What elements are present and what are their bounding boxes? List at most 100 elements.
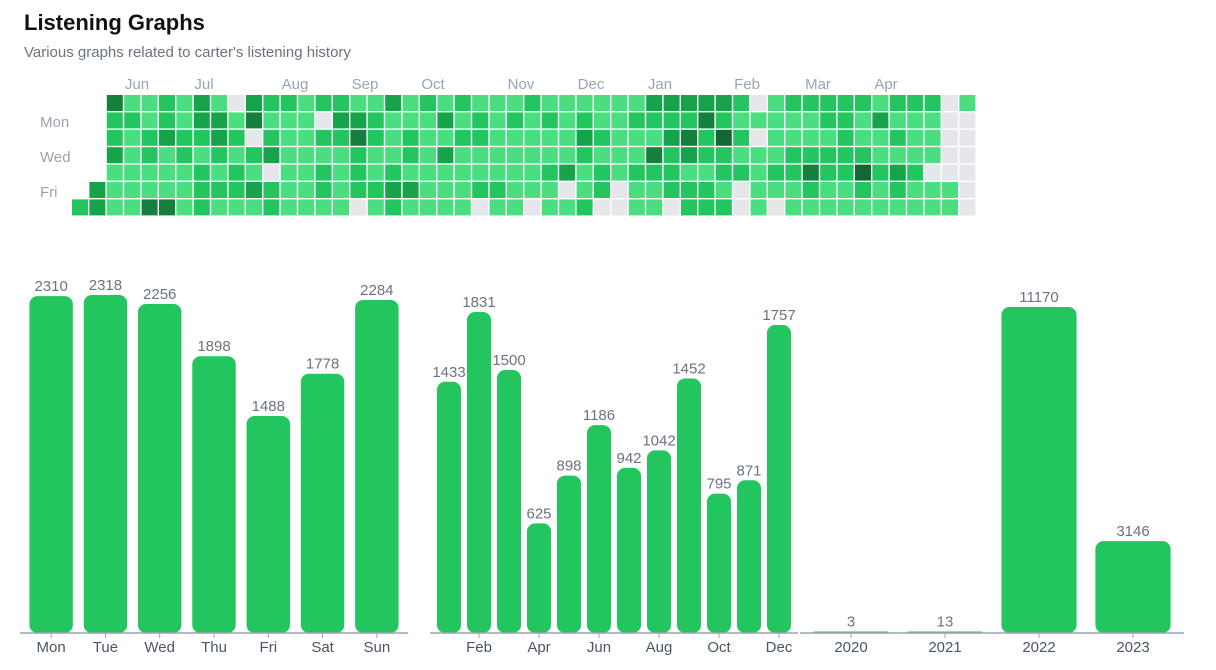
heatmap-cell [872,129,889,146]
heatmap-cell [611,164,628,181]
bar [617,467,641,633]
heatmap-cell [211,147,228,164]
bar-value-label: 3146 [1116,523,1149,540]
heatmap-cell [750,164,767,181]
bar-value-label: 2256 [143,286,176,303]
heatmap-cell [750,147,767,164]
heatmap-cell [228,147,245,164]
heatmap-cell [750,199,767,216]
x-tick-label: Dec [766,639,793,656]
x-tick-label: Apr [527,639,550,656]
heatmap-cell [959,164,976,181]
heatmap-cell [924,129,941,146]
heatmap-cell [889,129,906,146]
heatmap-cell [246,182,262,198]
heatmap-cell [681,182,697,198]
bar-value-label: 1778 [306,356,339,373]
heatmap-cell [333,147,349,164]
heatmap-cell [106,129,123,146]
page-title: Listening Graphs [24,10,205,35]
heatmap-cell [437,199,454,216]
heatmap-cell [106,164,123,181]
heatmap-cell [402,147,419,164]
heatmap-cell [176,129,193,146]
heatmap-cell [124,147,141,164]
x-tick-label: 2021 [928,639,961,656]
heatmap-cell [211,95,228,111]
heatmap-cell [594,147,610,164]
bar [138,304,182,633]
heatmap-cell [489,164,506,181]
heatmap-cell [333,199,349,216]
x-tick-label: Oct [707,639,731,656]
heatmap-cell [280,182,297,198]
heatmap-cell [646,199,663,216]
heatmap-cell [611,199,628,216]
heatmap-cell [211,182,228,198]
heatmap-cell [855,95,871,111]
heatmap-cell [367,95,384,111]
heatmap-cell [681,199,697,216]
bar [300,373,345,633]
heatmap-cell [454,129,471,146]
heatmap-cell [959,129,976,146]
heatmap-cell [507,95,523,111]
heatmap-cell [489,182,506,198]
heatmap-cell [315,182,332,198]
heatmap-cell [663,129,680,146]
bar [1001,307,1077,633]
heatmap-day-label: Fri [40,184,58,201]
bar [587,425,611,633]
heatmap-cell [228,182,245,198]
bar-value-label: 625 [526,505,551,522]
heatmap-cell [263,164,280,181]
heatmap-cell [489,199,506,216]
heatmap-cell [350,129,367,146]
heatmap-cell [437,112,454,129]
heatmap-cell [611,129,628,146]
heatmap-cell [768,164,784,181]
heatmap-cell [367,182,384,198]
heatmap-cell [420,95,436,111]
heatmap-cell [802,182,819,198]
heatmap-cell [942,147,958,164]
bar [647,450,671,633]
heatmap-cell [785,147,802,164]
heatmap-cell [628,164,645,181]
heatmap-cell [907,147,924,164]
heatmap-cell [541,199,558,216]
heatmap-cell [437,164,454,181]
heatmap-cell [750,182,767,198]
x-tick-label: Thu [201,639,227,656]
heatmap-cell [855,129,871,146]
heatmap-cell [768,112,784,129]
heatmap-cell [454,164,471,181]
heatmap-cell [124,129,141,146]
heatmap-cell [907,182,924,198]
heatmap-cell [924,182,941,198]
heatmap-cell [785,112,802,129]
heatmap-cell [802,164,819,181]
x-tick-label: Sun [364,639,391,656]
heatmap-cell [646,129,663,146]
heatmap-cell [507,182,523,198]
heatmap-cell [802,112,819,129]
heatmap-cell [837,164,854,181]
heatmap-cell [889,182,906,198]
heatmap-cell [124,112,141,129]
heatmap-cell [628,147,645,164]
heatmap-cell [333,164,349,181]
heatmap-cell [820,112,837,129]
heatmap-cell [402,129,419,146]
bar-value-label: 1488 [252,398,285,415]
heatmap-cell [89,182,106,198]
heatmap-cell [820,182,837,198]
heatmap-cell [681,164,697,181]
heatmap-cell [559,182,576,198]
heatmap-month-label: Jul [194,76,213,93]
bar [737,480,761,633]
x-tick-label: Mon [37,639,66,656]
heatmap-cell [507,199,523,216]
heatmap-cell [124,164,141,181]
heatmap-cell [367,112,384,129]
